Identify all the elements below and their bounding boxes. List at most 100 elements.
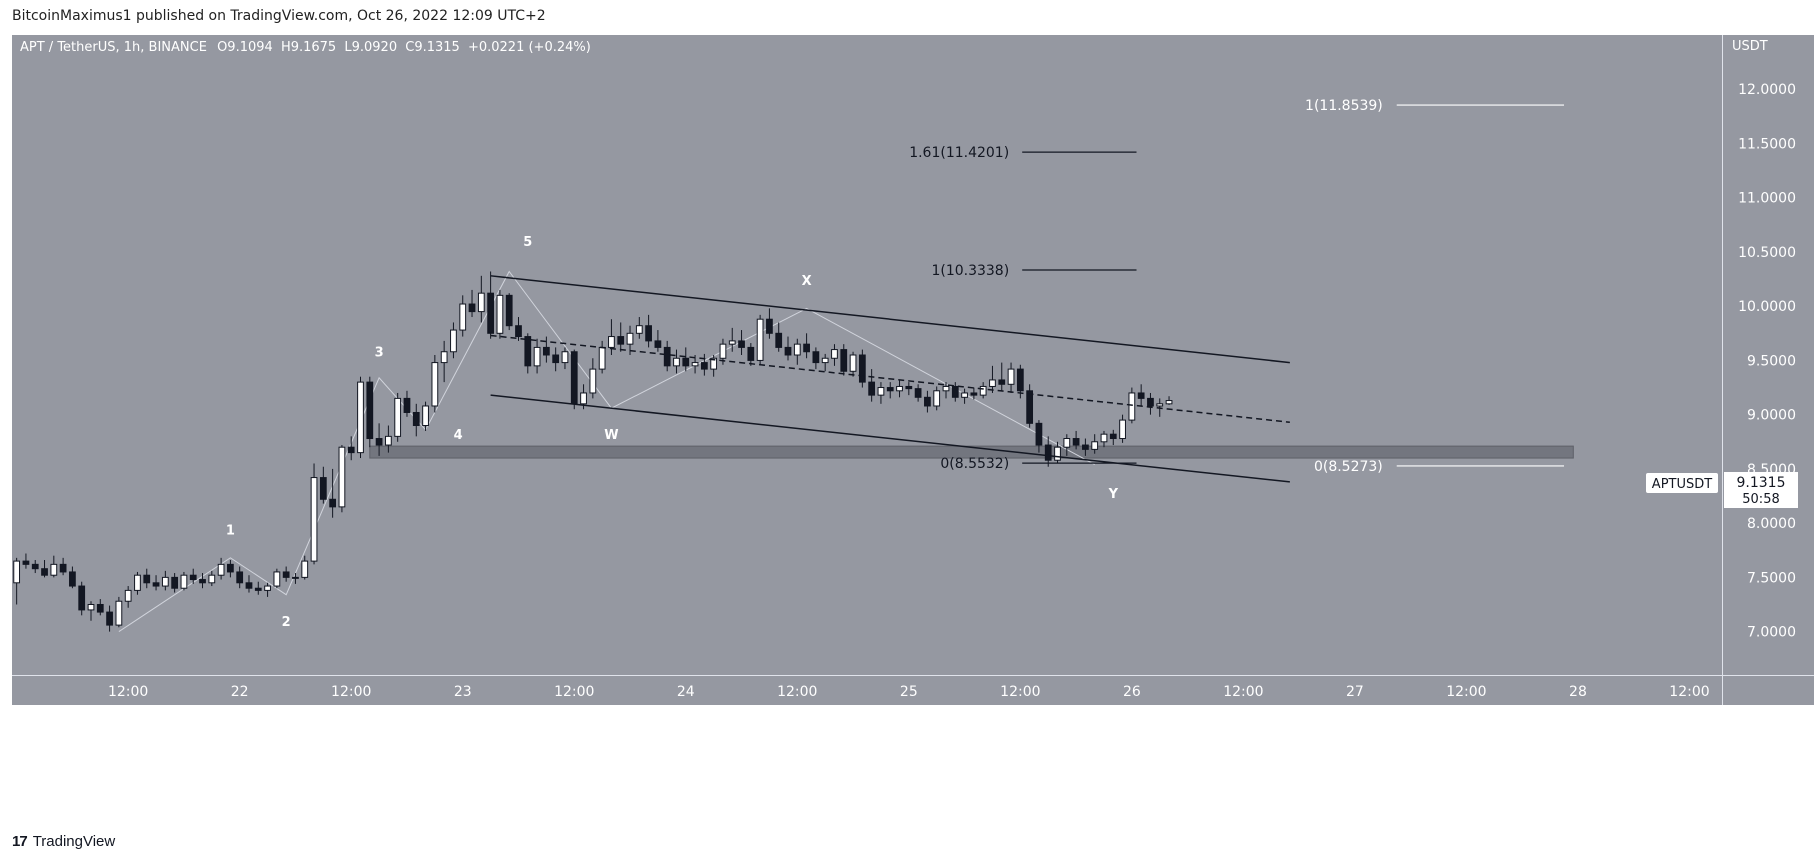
publisher-header: BitcoinMaximus1 published on TradingView… (12, 8, 546, 24)
candle-up (877, 387, 885, 396)
candle-down (784, 346, 792, 356)
candle-down (78, 585, 86, 611)
x-tick-label: 12:00 (777, 684, 817, 700)
candle-up (849, 354, 857, 372)
y-tick-label: 12.0000 (1738, 82, 1796, 98)
candle-down (1035, 422, 1043, 446)
candle-up (273, 571, 281, 587)
candle-up (673, 357, 680, 367)
candle-down (738, 340, 745, 348)
candle-down (468, 303, 476, 313)
candle-up (115, 600, 123, 626)
ohlc-close-label: C (405, 40, 414, 55)
candle-up (580, 392, 587, 405)
x-tick-label: 25 (900, 684, 918, 700)
price-axis[interactable]: 12.0000 11.5000 11.0000 10.5000 10.0000 9.500… (1738, 82, 1796, 640)
candle-up (496, 294, 504, 334)
candle-down (189, 574, 197, 581)
chart-frame[interactable]: 1(10.3338) 1.61(11.4201) 0(8.5532) 1(11.853… (12, 35, 1814, 827)
candle-down (366, 381, 374, 440)
y-tick-label: 11.5000 (1738, 136, 1796, 152)
candle-up (431, 362, 439, 407)
candle-down (236, 571, 244, 584)
candle-down (254, 587, 262, 591)
x-tick-label: 12:00 (554, 684, 594, 700)
time-axis[interactable]: 12:00 22 12:00 23 12:00 24 12:00 25 12:00 26 12:00… (108, 684, 1710, 700)
candle-up (1054, 446, 1061, 461)
candle-down (1072, 438, 1080, 446)
candle-down (412, 411, 420, 427)
last-price-marker: APTUSDT 9.1315 50:58 (1646, 472, 1798, 508)
last-price-box (1724, 472, 1798, 508)
candle-up (385, 435, 392, 446)
candle-down (319, 477, 327, 500)
candle-down (924, 396, 931, 407)
candle-down (152, 582, 160, 587)
x-tick-label: 26 (1123, 684, 1141, 700)
candle-down (775, 332, 783, 348)
candle-up (217, 563, 225, 576)
bar-countdown-text: 50:58 (1742, 492, 1779, 507)
channel-line-upper (490, 275, 1290, 364)
fib-target-label: 0(8.5273) (1314, 459, 1383, 475)
candle-up (13, 560, 21, 584)
candle-up (292, 576, 299, 579)
candle-down (199, 579, 206, 584)
currency-label: USDT (1732, 39, 1768, 54)
candle-up (589, 368, 597, 394)
candle-down (682, 357, 690, 367)
candle-down (663, 346, 671, 367)
x-tick-label: 27 (1346, 684, 1364, 700)
price-chart[interactable]: 1(10.3338) 1.61(11.4201) 0(8.5532) 1(11.853… (12, 35, 1814, 827)
ohlc-high-label: H (281, 40, 291, 55)
candle-down (1137, 392, 1145, 399)
x-tick-label: 12:00 (1446, 684, 1486, 700)
wave-label: W (604, 428, 618, 443)
candle-down (1109, 433, 1117, 440)
y-tick-label: 11.0000 (1738, 191, 1796, 207)
wave-labels-group: 1 2 3 4 5 W X Y (226, 235, 1119, 630)
candle-up (1119, 419, 1126, 440)
candle-down (515, 325, 522, 338)
candle-up (608, 336, 615, 348)
ohlc-open-label: O (217, 40, 227, 55)
candle-down (1016, 368, 1024, 392)
symbol-tag-text: APTUSDT (1652, 477, 1712, 492)
ohlc-low: 9.0920 (352, 40, 398, 55)
ohlc-open: 9.1094 (227, 40, 273, 55)
candle-up (756, 318, 764, 361)
wave-label: Y (1108, 487, 1119, 502)
tradingview-logo-icon: 17 (12, 832, 28, 850)
candle-down (69, 571, 76, 587)
candle-up (394, 397, 402, 437)
candle-up (422, 405, 429, 427)
candle-up (598, 346, 606, 370)
support-zone (369, 445, 1574, 459)
y-tick-label: 7.5000 (1747, 570, 1796, 586)
candle-down (1044, 444, 1052, 461)
wave-label: X (802, 274, 812, 289)
candle-down (59, 563, 67, 573)
tradingview-footer[interactable]: 17 TradingView (12, 829, 115, 853)
candle-down (766, 318, 773, 334)
candle-down (617, 336, 625, 345)
candle-down (905, 385, 913, 390)
candle-up (264, 585, 271, 591)
candle-up (1100, 433, 1108, 443)
candle-up (1156, 403, 1164, 407)
channel-line-lower (490, 394, 1290, 483)
ohlc-legend: APT / TetherUS, 1h, BINANCE O9.1094 H9.1… (20, 40, 591, 55)
candle-up (942, 385, 950, 392)
candle-down (22, 560, 30, 565)
y-tick-label: 9.0000 (1747, 408, 1796, 424)
tradingview-brand: TradingView (32, 832, 116, 850)
chart-title: APT / TetherUS, 1h, BINANCE (20, 40, 207, 55)
candle-up (87, 603, 95, 611)
candle-up (50, 563, 58, 576)
y-tick-label: 8.0000 (1747, 516, 1796, 532)
candle-up (357, 381, 364, 454)
price-axis-background (1722, 35, 1814, 675)
ohlc-high: 9.1675 (291, 40, 337, 55)
x-tick-label: 28 (1569, 684, 1587, 700)
candle-down (143, 574, 151, 584)
